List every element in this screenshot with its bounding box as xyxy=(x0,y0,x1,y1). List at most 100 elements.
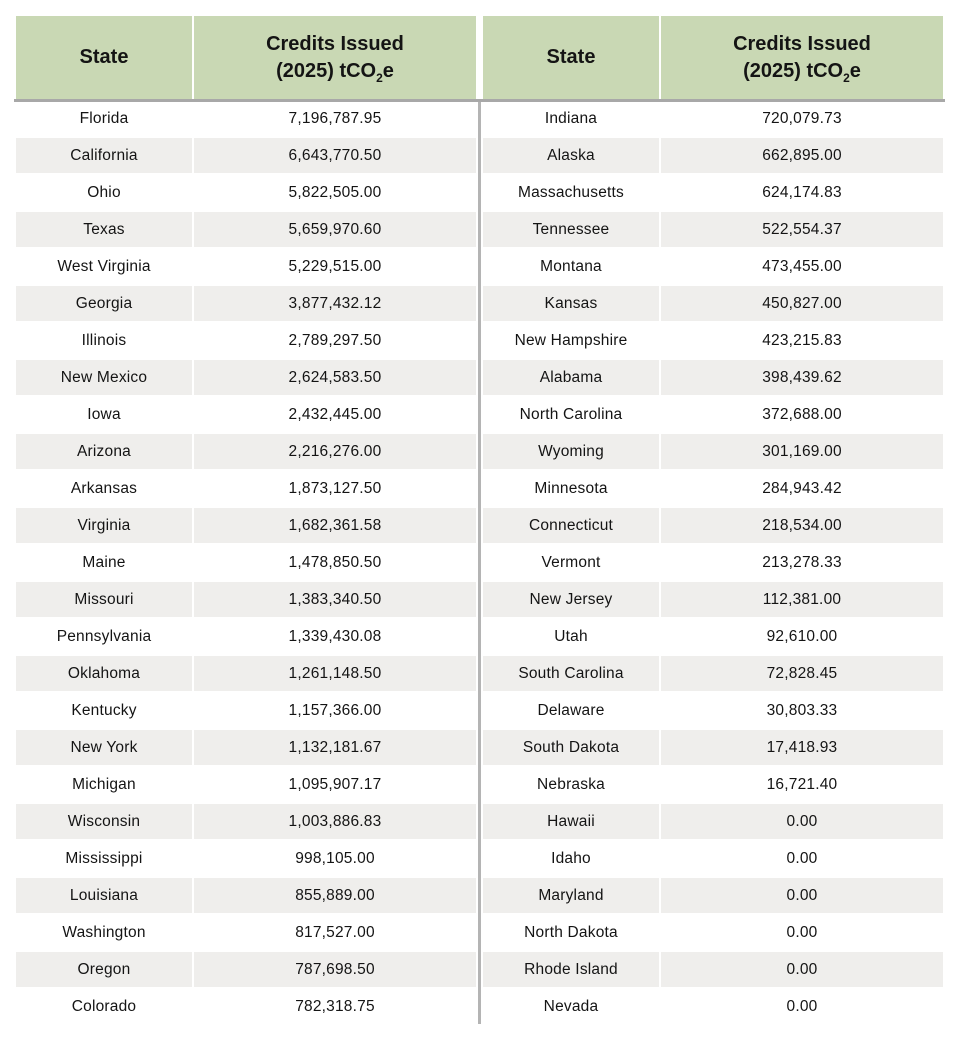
header-row: State Credits Issued (2025) tCO2e xyxy=(483,16,943,99)
state-cell: New Hampshire xyxy=(514,331,628,349)
table-header-right: State Credits Issued (2025) tCO2e xyxy=(483,16,943,99)
credits-value-cell: 2,432,445.00 xyxy=(288,405,382,423)
state-cell: Ohio xyxy=(87,183,121,201)
credits-value-cell: 1,157,366.00 xyxy=(288,701,382,719)
credits-value-cell: 998,105.00 xyxy=(295,849,375,867)
credits-value-cell: 2,216,276.00 xyxy=(194,434,476,469)
credits-value-cell: 2,624,583.50 xyxy=(194,360,476,395)
credits-value-cell: 1,132,181.67 xyxy=(194,730,476,765)
header-row: State Credits Issued (2025) tCO2e xyxy=(16,16,476,99)
state-cell: Utah xyxy=(554,627,588,645)
table-row: Washington 817,527.00 xyxy=(16,915,476,950)
state-cell: Georgia xyxy=(16,286,192,321)
state-cell: South Carolina xyxy=(483,656,659,691)
credits-value-cell: 112,381.00 xyxy=(661,582,943,617)
state-cell: Maryland xyxy=(483,878,659,913)
credits-value-cell: 0.00 xyxy=(786,923,818,941)
state-cell: Alabama xyxy=(483,360,659,395)
table-row: Vermont 213,278.33 xyxy=(483,545,943,580)
credits-value-cell: 6,643,770.50 xyxy=(194,138,476,173)
subscript-2: 2 xyxy=(376,70,383,85)
state-cell: Wyoming xyxy=(483,434,659,469)
state-cell: Nevada xyxy=(543,997,599,1015)
credits-value-cell: 787,698.50 xyxy=(194,952,476,987)
credits-value-cell: 2,789,297.50 xyxy=(288,331,382,349)
state-cell: Illinois xyxy=(81,331,127,349)
credits-value-cell: 0.00 xyxy=(786,997,818,1015)
table-row: California 6,643,770.50 xyxy=(16,138,476,173)
table-row: Ohio 5,822,505.00 xyxy=(16,175,476,210)
state-cell: Michigan xyxy=(72,775,136,793)
state-cell: Wisconsin xyxy=(16,804,192,839)
table-row: Utah 92,610.00 xyxy=(483,619,943,654)
state-cell: Montana xyxy=(540,257,602,275)
state-cell: Colorado xyxy=(71,997,137,1015)
state-cell: North Dakota xyxy=(524,923,618,941)
state-cell: Florida xyxy=(79,109,129,127)
credits-value-cell: 0.00 xyxy=(661,952,943,987)
table-row: Massachusetts 624,174.83 xyxy=(483,175,943,210)
column-header-credits: Credits Issued (2025) tCO2e xyxy=(194,16,476,99)
credits-value-cell: 1,682,361.58 xyxy=(194,508,476,543)
state-cell: Idaho xyxy=(551,849,591,867)
column-header-credits-line1: Credits Issued xyxy=(733,32,871,55)
table-row: Oklahoma 1,261,148.50 xyxy=(16,656,476,691)
table-row: Iowa 2,432,445.00 xyxy=(16,397,476,432)
state-cell: South Dakota xyxy=(483,730,659,765)
table-row: New York 1,132,181.67 xyxy=(16,730,476,765)
state-cell: Tennessee xyxy=(483,212,659,247)
table-row: Nevada 0.00 xyxy=(483,989,943,1024)
credits-value-cell: 284,943.42 xyxy=(762,479,842,497)
state-cell: Delaware xyxy=(537,701,605,719)
state-cell: Texas xyxy=(16,212,192,247)
credits-value-cell: 1,478,850.50 xyxy=(288,553,382,571)
table-row: Florida 7,196,787.95 xyxy=(16,101,476,136)
state-cell: Kentucky xyxy=(71,701,137,719)
credits-value-cell: 0.00 xyxy=(786,849,818,867)
state-cell: Mississippi xyxy=(65,849,143,867)
credits-value-cell: 72,828.45 xyxy=(661,656,943,691)
table-row: Mississippi 998,105.00 xyxy=(16,841,476,876)
column-header-credits: Credits Issued (2025) tCO2e xyxy=(661,16,943,99)
column-header-credits-line2: (2025) tCO2e xyxy=(743,59,861,85)
table-row: Louisiana 855,889.00 xyxy=(16,878,476,913)
state-cell: Minnesota xyxy=(534,479,608,497)
table-row: New Jersey 112,381.00 xyxy=(483,582,943,617)
table-row: North Carolina 372,688.00 xyxy=(483,397,943,432)
credits-value-cell: 624,174.83 xyxy=(762,183,842,201)
table-row: Delaware 30,803.33 xyxy=(483,693,943,728)
state-cell: Louisiana xyxy=(16,878,192,913)
table-row: Illinois 2,789,297.50 xyxy=(16,323,476,358)
state-cell: New Mexico xyxy=(16,360,192,395)
table-row: Texas 5,659,970.60 xyxy=(16,212,476,247)
state-cell: New Jersey xyxy=(483,582,659,617)
credits-value-cell: 817,527.00 xyxy=(295,923,375,941)
state-cell: Kansas xyxy=(483,286,659,321)
table-row: West Virginia 5,229,515.00 xyxy=(16,249,476,284)
table-row: Kansas 450,827.00 xyxy=(483,286,943,321)
table-header-left: State Credits Issued (2025) tCO2e xyxy=(16,16,476,99)
table-row: South Carolina 72,828.45 xyxy=(483,656,943,691)
credits-table-right: State Credits Issued (2025) tCO2e Indian… xyxy=(481,14,945,1026)
table-row: Rhode Island 0.00 xyxy=(483,952,943,987)
credits-value-cell: 213,278.33 xyxy=(762,553,842,571)
state-cell: Oregon xyxy=(16,952,192,987)
credits-value-cell: 1,095,907.17 xyxy=(288,775,382,793)
table-row: Arkansas 1,873,127.50 xyxy=(16,471,476,506)
table-row: Pennsylvania 1,339,430.08 xyxy=(16,619,476,654)
credits-value-cell: 720,079.73 xyxy=(762,109,842,127)
state-cell: Oklahoma xyxy=(16,656,192,691)
state-cell: Washington xyxy=(62,923,146,941)
state-cell: Missouri xyxy=(16,582,192,617)
column-header-state: State xyxy=(16,16,192,99)
state-cell: Alaska xyxy=(483,138,659,173)
state-cell: California xyxy=(16,138,192,173)
state-cell: Arkansas xyxy=(70,479,138,497)
state-cell: Arizona xyxy=(16,434,192,469)
credits-value-cell: 782,318.75 xyxy=(295,997,375,1015)
credits-value-cell: 5,822,505.00 xyxy=(288,183,382,201)
credits-value-cell: 30,803.33 xyxy=(766,701,838,719)
table-row: South Dakota 17,418.93 xyxy=(483,730,943,765)
column-header-credits-line1: Credits Issued xyxy=(266,32,404,55)
table-row: Tennessee 522,554.37 xyxy=(483,212,943,247)
